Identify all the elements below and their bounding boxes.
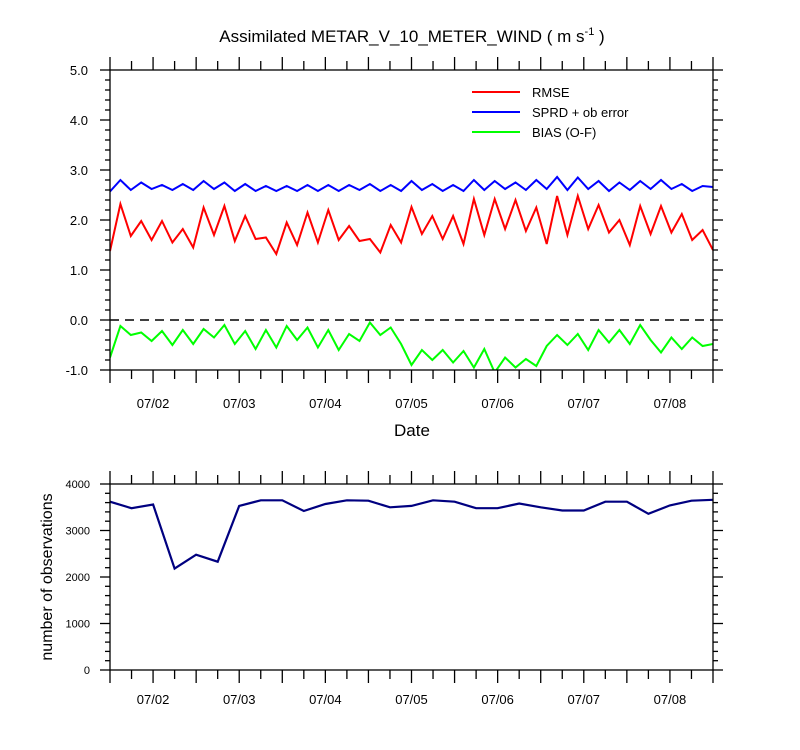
x-tick-label: 07/03	[223, 396, 256, 411]
x-tick-label: 07/08	[654, 396, 687, 411]
x-tick-label: 07/08	[654, 692, 687, 707]
legend-label: SPRD + ob error	[532, 105, 629, 120]
y-tick-label: 4000	[66, 479, 90, 491]
x-tick-label: 07/04	[309, 396, 342, 411]
y-tick-label: 0.0	[70, 313, 88, 328]
top-y-tick-labels: -1.0 0.0 1.0 2.0 3.0 4.0 5.0	[66, 63, 88, 378]
legend-label: RMSE	[532, 85, 570, 100]
y-tick-label: 3000	[66, 526, 90, 538]
chart-title: Assimilated METAR_V_10_METER_WIND ( m s-…	[219, 26, 604, 46]
y-tick-label: 0	[84, 665, 90, 677]
bottom-ticks	[100, 471, 723, 683]
series-line-sprd-ob-error	[110, 175, 713, 193]
y-tick-label: 4.0	[70, 113, 88, 128]
top-series-group	[110, 175, 713, 370]
top-x-tick-labels: 07/02 07/03 07/04 07/05 07/06 07/07 07/08	[137, 396, 686, 411]
y-tick-label: -1.0	[66, 363, 88, 378]
y-tick-label: 1000	[66, 619, 90, 631]
x-tick-label: 07/02	[137, 396, 170, 411]
y-tick-label: 5.0	[70, 63, 88, 78]
x-tick-label: 07/07	[568, 396, 601, 411]
bottom-y-tick-labels: 0 1000 2000 3000 4000	[66, 479, 90, 677]
x-tick-label: 07/06	[481, 396, 514, 411]
bottom-plot-frame	[109, 483, 714, 671]
x-tick-label: 07/07	[568, 692, 601, 707]
y-tick-label: 2.0	[70, 213, 88, 228]
x-tick-label: 07/04	[309, 692, 342, 707]
bottom-series-group	[110, 498, 713, 571]
top-plot-frame	[109, 69, 714, 371]
legend: RMSE SPRD + ob error BIAS (O-F)	[472, 85, 629, 140]
x-axis-label: Date	[394, 421, 430, 440]
top-panel: -1.00.01.02.03.04.05.0 07/02 07/03 07/04 07…	[66, 57, 723, 440]
x-tick-label: 07/05	[395, 692, 428, 707]
y-tick-label: 2000	[66, 572, 90, 584]
observations-line	[110, 498, 713, 571]
series-line-rmse	[110, 192, 713, 257]
x-tick-label: 07/05	[395, 396, 428, 411]
y-tick-label: 3.0	[70, 163, 88, 178]
y-axis-label: number of observations	[39, 493, 56, 660]
legend-label: BIAS (O-F)	[532, 125, 596, 140]
x-tick-label: 07/06	[481, 692, 514, 707]
bottom-x-tick-labels: 07/02 07/03 07/04 07/05 07/06 07/07 07/08	[137, 692, 686, 707]
top-ticks	[100, 57, 723, 383]
x-tick-label: 07/02	[137, 692, 170, 707]
y-tick-label: 1.0	[70, 263, 88, 278]
series-line-bias-o-f	[110, 320, 713, 370]
x-tick-label: 07/03	[223, 692, 256, 707]
